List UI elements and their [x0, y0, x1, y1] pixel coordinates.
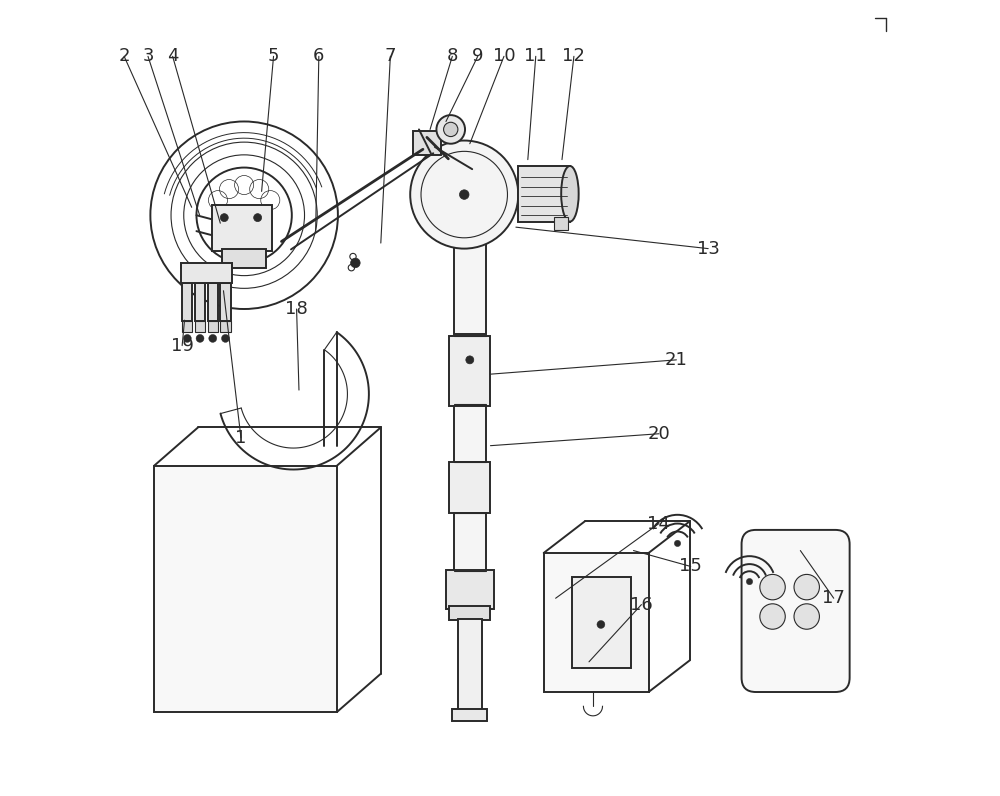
Bar — [544, 553, 649, 692]
Bar — [572, 577, 631, 668]
Bar — [454, 235, 486, 334]
Bar — [452, 709, 487, 721]
Text: 7: 7 — [385, 47, 396, 65]
Text: 8: 8 — [447, 47, 458, 65]
Circle shape — [459, 189, 469, 199]
Bar — [181, 263, 232, 283]
Bar — [222, 249, 266, 268]
Bar — [449, 336, 490, 406]
Bar — [220, 321, 231, 332]
Text: 13: 13 — [697, 240, 720, 258]
Bar — [413, 131, 441, 155]
Bar — [195, 283, 205, 321]
Circle shape — [760, 604, 785, 629]
Bar — [458, 619, 482, 716]
Text: 18: 18 — [285, 300, 308, 318]
Bar — [195, 321, 205, 332]
Text: 12: 12 — [562, 47, 585, 65]
Text: 1: 1 — [235, 429, 247, 447]
Text: 15: 15 — [679, 557, 702, 576]
FancyBboxPatch shape — [742, 530, 850, 692]
Bar — [446, 571, 494, 609]
Bar — [454, 406, 486, 462]
Text: 3: 3 — [142, 47, 154, 65]
Text: 14: 14 — [647, 514, 670, 533]
Text: 11: 11 — [524, 47, 547, 65]
Circle shape — [794, 575, 819, 600]
Circle shape — [351, 258, 360, 267]
Circle shape — [220, 213, 228, 221]
Circle shape — [410, 141, 518, 248]
Circle shape — [794, 604, 819, 629]
Bar — [182, 321, 192, 332]
Circle shape — [746, 579, 753, 585]
Text: 16: 16 — [630, 595, 653, 614]
Circle shape — [221, 334, 229, 342]
Bar — [220, 283, 231, 321]
Bar — [450, 191, 490, 235]
Circle shape — [209, 334, 217, 342]
Bar — [154, 466, 337, 712]
Bar — [182, 283, 192, 321]
Text: 5: 5 — [268, 47, 279, 65]
Text: 6: 6 — [313, 47, 325, 65]
Text: 21: 21 — [665, 351, 688, 369]
Bar — [212, 205, 272, 251]
Bar — [518, 166, 570, 221]
Bar — [208, 283, 218, 321]
Circle shape — [254, 213, 262, 221]
Text: 19: 19 — [171, 337, 194, 354]
Circle shape — [760, 575, 785, 600]
Circle shape — [597, 621, 605, 628]
Circle shape — [674, 540, 681, 547]
Text: 9: 9 — [472, 47, 484, 65]
Bar — [208, 321, 218, 332]
Circle shape — [466, 356, 474, 364]
Circle shape — [436, 115, 465, 144]
Circle shape — [444, 123, 458, 137]
Text: 4: 4 — [167, 47, 178, 65]
Bar — [454, 513, 486, 573]
Bar — [449, 607, 490, 621]
Ellipse shape — [561, 166, 579, 221]
Text: 20: 20 — [648, 425, 670, 443]
Circle shape — [183, 334, 191, 342]
Bar — [449, 462, 490, 513]
Bar — [554, 217, 568, 229]
Text: 2: 2 — [118, 47, 130, 65]
Text: 10: 10 — [493, 47, 515, 65]
Circle shape — [196, 334, 204, 342]
Text: 17: 17 — [822, 589, 845, 607]
